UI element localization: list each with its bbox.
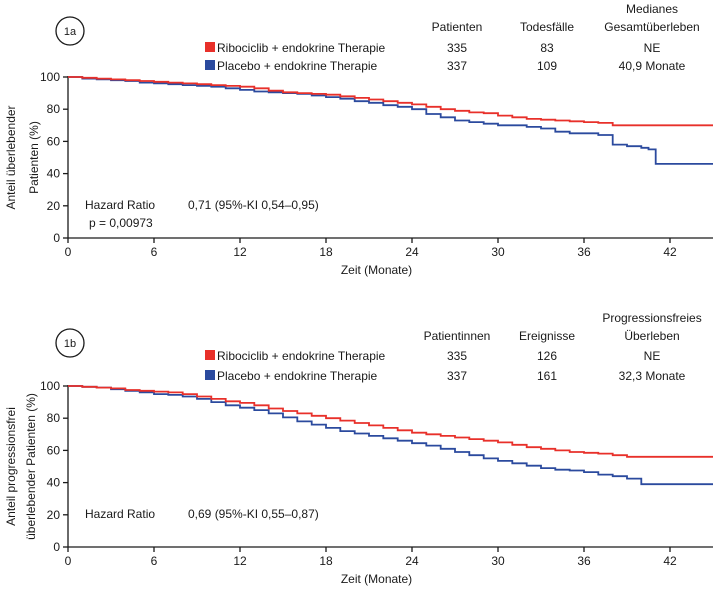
table-header-col3: Gesamtüberleben bbox=[604, 20, 699, 34]
x-tick-label: 6 bbox=[151, 554, 158, 568]
table-cell-col3: 40,9 Monate bbox=[619, 59, 686, 73]
x-tick-label: 0 bbox=[65, 245, 72, 259]
y-tick-label: 20 bbox=[47, 508, 61, 522]
panel-label: 1b bbox=[64, 338, 76, 350]
y-axis-label-line: Patienten (%) bbox=[27, 121, 41, 194]
legend-swatch bbox=[205, 42, 215, 52]
y-tick-label: 40 bbox=[47, 476, 61, 490]
y-tick-label: 80 bbox=[47, 102, 61, 116]
table-header-col2: Ereignisse bbox=[519, 329, 575, 343]
x-tick-label: 30 bbox=[491, 245, 505, 259]
legend-swatch bbox=[205, 60, 215, 70]
annotation-hazard-value: 0,69 (95%-KI 0,55–0,87) bbox=[188, 507, 319, 521]
legend-swatch bbox=[205, 350, 215, 360]
y-axis-label-line: überlebender Patienten (%) bbox=[24, 393, 38, 540]
legend-label: Placebo + endokrine Therapie bbox=[217, 369, 378, 383]
table-cell-col2: 83 bbox=[540, 41, 554, 55]
series-line-ribociclib bbox=[68, 76, 713, 127]
x-tick-label: 0 bbox=[65, 554, 72, 568]
y-axis-label-line: Anteil überlebender bbox=[4, 105, 18, 209]
y-tick-label: 40 bbox=[47, 167, 61, 181]
legend-label: Placebo + endokrine Therapie bbox=[217, 59, 378, 73]
annotation-left: Hazard Ratio bbox=[85, 507, 155, 521]
table-cell-col1: 335 bbox=[447, 349, 467, 363]
series-line-ribociclib bbox=[68, 385, 713, 458]
x-tick-label: 18 bbox=[319, 554, 333, 568]
table-cell-col1: 337 bbox=[447, 369, 467, 383]
y-tick-label: 100 bbox=[40, 379, 60, 393]
panel-label: 1a bbox=[64, 26, 77, 38]
table-cell-col2: 126 bbox=[537, 349, 557, 363]
y-tick-label: 0 bbox=[53, 540, 60, 554]
x-tick-label: 18 bbox=[319, 245, 333, 259]
table-cell-col2: 109 bbox=[537, 59, 557, 73]
x-tick-label: 12 bbox=[233, 245, 247, 259]
series-line-placebo bbox=[68, 76, 713, 165]
table-header-col2: Todesfälle bbox=[520, 20, 574, 34]
table-cell-col1: 335 bbox=[447, 41, 467, 55]
table-header-col3: Überleben bbox=[624, 329, 679, 343]
y-tick-label: 20 bbox=[47, 199, 61, 213]
y-tick-label: 80 bbox=[47, 411, 61, 425]
y-tick-label: 60 bbox=[47, 443, 61, 457]
x-tick-label: 42 bbox=[663, 245, 677, 259]
chart-panel-1a: 1a 0 20 40 60 80 100 0 6 12 18 24 30 36 42 Zeit (Monate… bbox=[4, 2, 713, 277]
table-header-col3: Medianes bbox=[626, 2, 678, 16]
x-tick-label: 36 bbox=[577, 554, 591, 568]
table-cell-col3: 32,3 Monate bbox=[619, 369, 686, 383]
table-cell-col1: 337 bbox=[447, 59, 467, 73]
panel-label-circle bbox=[55, 16, 85, 46]
legend-swatch bbox=[205, 370, 215, 380]
panel-label-circle bbox=[55, 328, 85, 358]
y-tick-label: 0 bbox=[53, 231, 60, 245]
legend-label: Ribociclib + endokrine Therapie bbox=[217, 41, 386, 55]
x-tick-label: 24 bbox=[405, 245, 419, 259]
x-tick-label: 42 bbox=[663, 554, 677, 568]
y-tick-label: 100 bbox=[40, 70, 60, 84]
series-line-placebo bbox=[68, 385, 713, 486]
table-cell-col2: 161 bbox=[537, 369, 557, 383]
annotation-left: Hazard Ratio bbox=[85, 198, 155, 212]
x-axis-label: Zeit (Monate) bbox=[341, 263, 412, 277]
x-tick-label: 30 bbox=[491, 554, 505, 568]
legend-label: Ribociclib + endokrine Therapie bbox=[217, 349, 386, 363]
table-header-col3: Progressionsfreies bbox=[602, 311, 701, 325]
table-cell-col3: NE bbox=[644, 349, 661, 363]
table-cell-col3: NE bbox=[644, 41, 661, 55]
table-header-col1: Patienten bbox=[432, 20, 483, 34]
table-header-col1: Patientinnen bbox=[424, 329, 491, 343]
annotation-left: p = 0,00973 bbox=[89, 216, 153, 230]
y-tick-label: 60 bbox=[47, 134, 61, 148]
x-tick-label: 24 bbox=[405, 554, 419, 568]
x-tick-label: 6 bbox=[151, 245, 158, 259]
x-axis-label: Zeit (Monate) bbox=[341, 572, 412, 586]
annotation-hazard-value: 0,71 (95%-KI 0,54–0,95) bbox=[188, 198, 319, 212]
chart-panel-1b: 1b 0 20 40 60 80 100 0 6 12 18 24 30 36 42 Zeit (Monate… bbox=[4, 311, 713, 586]
y-axis-label-line: Anteil progressionsfrei bbox=[4, 407, 18, 526]
x-tick-label: 12 bbox=[233, 554, 247, 568]
x-tick-label: 36 bbox=[577, 245, 591, 259]
